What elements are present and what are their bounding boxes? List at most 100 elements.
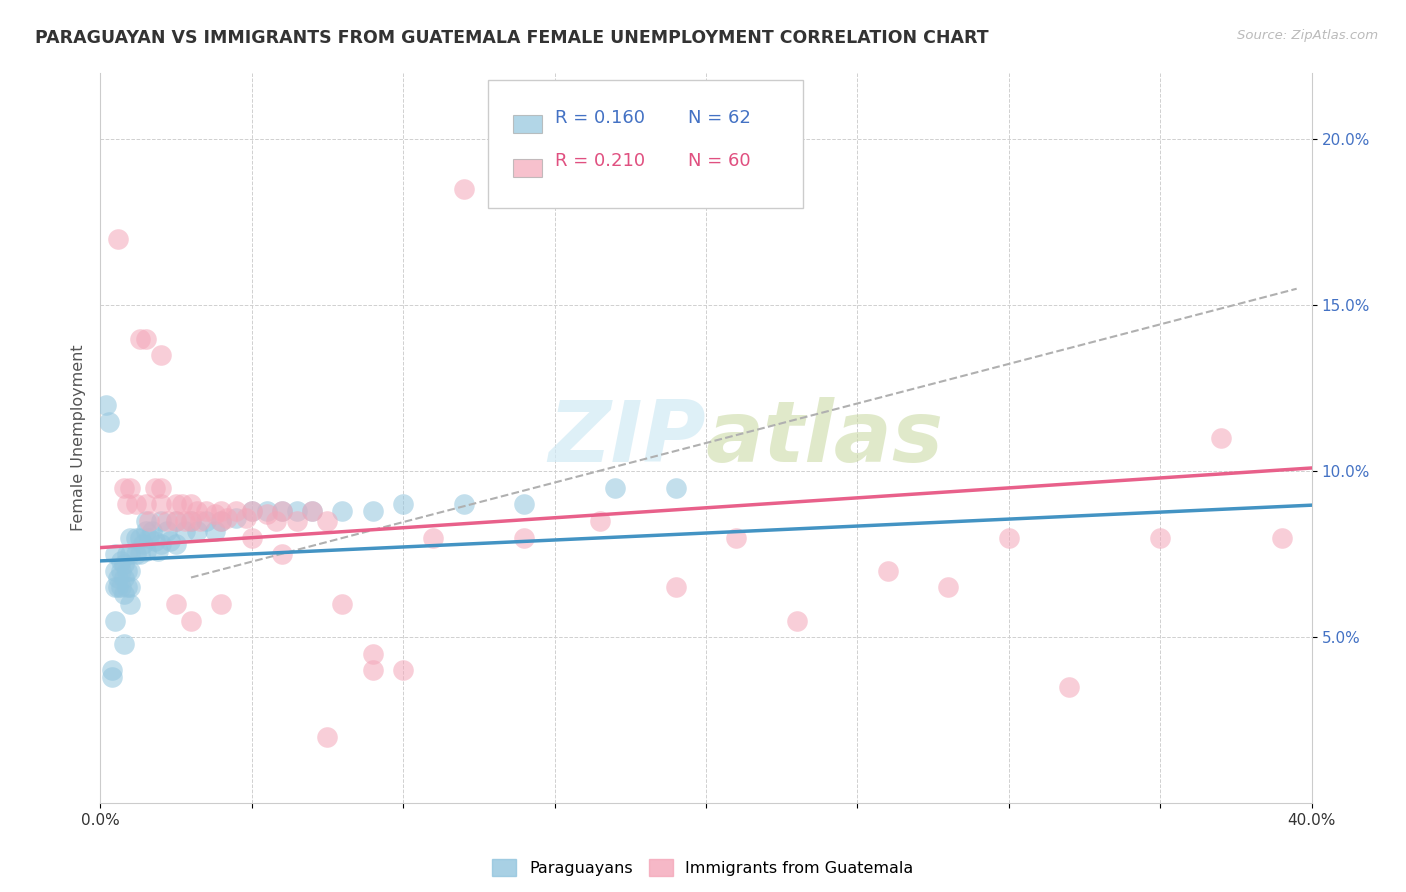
- Text: ZIP: ZIP: [548, 397, 706, 480]
- Point: [256, 508, 278, 522]
- Point: [125, 531, 148, 545]
- Point: [603, 481, 626, 495]
- Point: [159, 533, 181, 548]
- Point: [149, 514, 172, 528]
- Point: [876, 564, 898, 578]
- Point: [131, 537, 153, 551]
- Point: [998, 531, 1021, 545]
- Text: N = 60: N = 60: [688, 153, 751, 170]
- Point: [165, 537, 187, 551]
- Text: N = 62: N = 62: [688, 109, 751, 127]
- Point: [204, 508, 226, 522]
- Point: [112, 481, 135, 495]
- Point: [513, 531, 536, 545]
- Point: [104, 581, 127, 595]
- Point: [104, 614, 127, 628]
- Point: [112, 637, 135, 651]
- Point: [165, 514, 187, 528]
- Point: [149, 498, 172, 512]
- Point: [149, 537, 172, 551]
- Point: [195, 504, 218, 518]
- Point: [285, 514, 308, 528]
- Point: [120, 564, 142, 578]
- Point: [170, 498, 193, 512]
- Point: [141, 524, 163, 538]
- Point: [180, 614, 202, 628]
- Point: [1270, 531, 1292, 545]
- Point: [110, 564, 132, 578]
- Point: [128, 332, 150, 346]
- Point: [98, 415, 121, 429]
- Text: atlas: atlas: [706, 397, 943, 480]
- Point: [209, 514, 232, 528]
- Point: [1209, 431, 1232, 445]
- Point: [453, 182, 475, 196]
- Point: [188, 514, 211, 528]
- Point: [665, 581, 688, 595]
- Point: [235, 510, 257, 524]
- Point: [589, 514, 612, 528]
- Point: [149, 481, 172, 495]
- Text: R = 0.210: R = 0.210: [554, 153, 644, 170]
- Point: [209, 597, 232, 611]
- Point: [180, 498, 202, 512]
- Point: [96, 398, 118, 412]
- Point: [135, 332, 157, 346]
- FancyBboxPatch shape: [488, 80, 803, 208]
- Point: [361, 664, 384, 678]
- Point: [453, 498, 475, 512]
- Y-axis label: Female Unemployment: Female Unemployment: [72, 345, 86, 532]
- Point: [149, 348, 172, 362]
- Point: [110, 554, 132, 568]
- Point: [107, 581, 129, 595]
- Point: [301, 504, 323, 518]
- Point: [209, 504, 232, 518]
- Point: [174, 514, 197, 528]
- Legend: Paraguayans, Immigrants from Guatemala: Paraguayans, Immigrants from Guatemala: [486, 853, 920, 882]
- Point: [138, 531, 160, 545]
- Point: [135, 498, 157, 512]
- Point: [156, 524, 179, 538]
- Point: [332, 504, 354, 518]
- Point: [786, 614, 808, 628]
- Point: [240, 531, 263, 545]
- Point: [165, 597, 187, 611]
- Point: [138, 514, 160, 528]
- Point: [392, 664, 415, 678]
- Point: [240, 504, 263, 518]
- FancyBboxPatch shape: [513, 115, 543, 133]
- Point: [195, 514, 218, 528]
- Point: [1059, 680, 1081, 694]
- Point: [120, 547, 142, 561]
- Text: R = 0.160: R = 0.160: [554, 109, 644, 127]
- Point: [285, 504, 308, 518]
- Point: [361, 647, 384, 661]
- Point: [225, 504, 247, 518]
- Point: [107, 232, 129, 246]
- Point: [204, 524, 226, 538]
- Point: [120, 531, 142, 545]
- Point: [156, 514, 179, 528]
- Point: [107, 570, 129, 584]
- Point: [256, 504, 278, 518]
- Point: [104, 564, 127, 578]
- Point: [186, 504, 208, 518]
- Point: [225, 510, 247, 524]
- Point: [665, 481, 688, 495]
- Point: [128, 531, 150, 545]
- Point: [209, 514, 232, 528]
- Point: [143, 533, 166, 548]
- Point: [104, 547, 127, 561]
- Point: [1149, 531, 1171, 545]
- Text: PARAGUAYAN VS IMMIGRANTS FROM GUATEMALA FEMALE UNEMPLOYMENT CORRELATION CHART: PARAGUAYAN VS IMMIGRANTS FROM GUATEMALA …: [35, 29, 988, 46]
- Point: [135, 544, 157, 558]
- Point: [316, 730, 339, 744]
- Point: [117, 547, 139, 561]
- Point: [361, 504, 384, 518]
- Point: [270, 504, 292, 518]
- Point: [174, 524, 197, 538]
- Point: [125, 547, 148, 561]
- Point: [513, 498, 536, 512]
- Point: [112, 558, 135, 572]
- Point: [120, 481, 142, 495]
